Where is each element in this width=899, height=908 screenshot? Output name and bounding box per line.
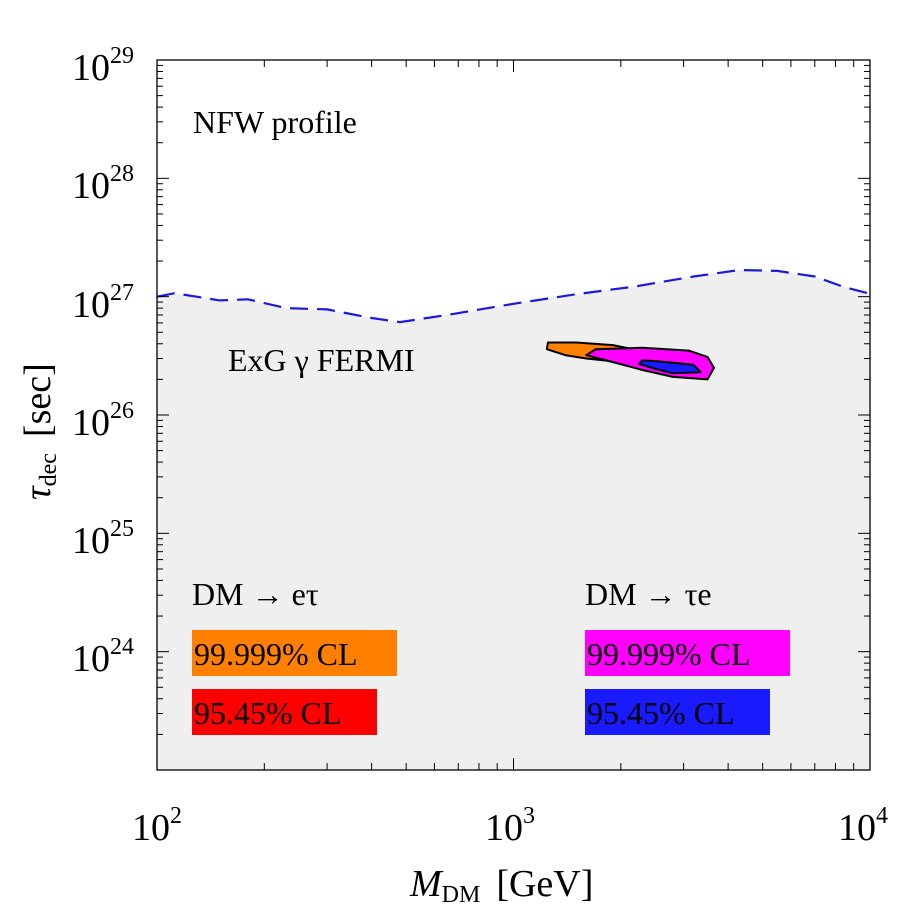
legend-swatch-eTau-9545 xyxy=(192,689,377,735)
y-axis-title: τdec[sec] xyxy=(17,363,62,500)
legend-label-tauE-99999: 99.999% CL xyxy=(587,636,751,672)
legend-label-tauE-9545: 95.45% CL xyxy=(587,695,735,731)
legend-right: DM → τe 99.999% CL 95.45% CL xyxy=(585,576,790,735)
constraint-annotation: ExG γ FERMI xyxy=(228,342,415,378)
y-tick-label: 1026 xyxy=(72,398,134,444)
x-tick-labels: 102 103 104 xyxy=(132,803,888,849)
plot-frame xyxy=(156,59,871,771)
legend-left-heading: DM → eτ xyxy=(192,576,319,612)
y-tick-label: 1029 xyxy=(72,43,134,89)
x-tick-label: 103 xyxy=(485,803,535,849)
contour-regions xyxy=(545,341,715,381)
legend-swatch-tauE-9545 xyxy=(585,689,770,735)
legend-right-heading: DM → τe xyxy=(585,576,712,612)
contour-region-2 xyxy=(638,359,702,375)
profile-annotation: NFW profile xyxy=(193,104,357,140)
y-tick-labels: 1024 1025 1026 1027 1028 1029 xyxy=(72,43,134,680)
y-tick-label: 1028 xyxy=(72,161,134,207)
legend-swatch-tauE-99999 xyxy=(585,630,790,676)
legend-label-eTau-99999: 99.999% CL xyxy=(194,636,358,672)
legend-swatch-eTau-99999 xyxy=(192,630,397,676)
y-tick-label: 1025 xyxy=(72,516,134,562)
x-tick-label: 102 xyxy=(132,803,182,849)
x-tick-label: 104 xyxy=(838,803,888,849)
y-tick-label: 1024 xyxy=(72,634,134,680)
axis-ticks xyxy=(156,59,871,771)
fermi-exclusion-curve xyxy=(156,268,871,324)
x-axis-title: MDM [GeV] xyxy=(409,863,593,908)
y-tick-label: 1027 xyxy=(72,280,134,326)
legend-label-eTau-9545: 95.45% CL xyxy=(194,695,342,731)
legend-left: DM → eτ 99.999% CL 95.45% CL xyxy=(192,576,397,735)
